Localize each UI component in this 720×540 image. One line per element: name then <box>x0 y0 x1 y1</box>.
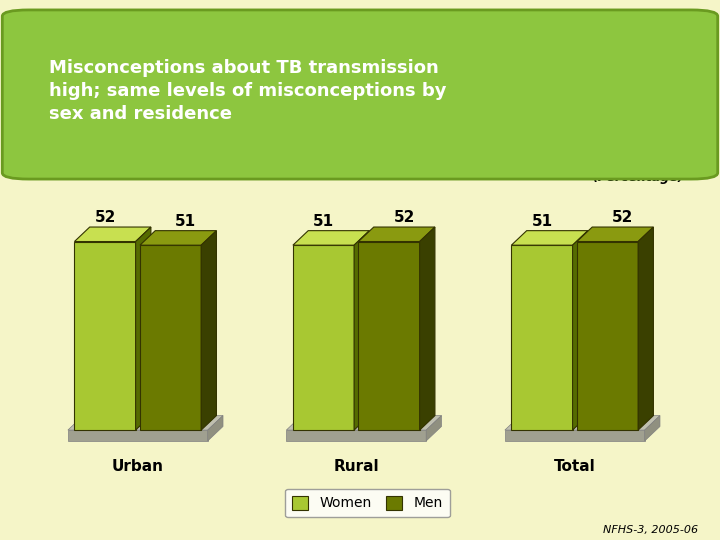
Polygon shape <box>420 227 435 430</box>
Text: Misconceptions about TB transmission
high; same levels of misconceptions by
sex : Misconceptions about TB transmission hig… <box>49 59 446 123</box>
Polygon shape <box>577 241 638 430</box>
FancyBboxPatch shape <box>2 10 718 179</box>
Polygon shape <box>577 227 654 241</box>
Legend: Women, Men: Women, Men <box>285 489 449 517</box>
Polygon shape <box>505 416 660 430</box>
Text: (Percentage): (Percentage) <box>593 171 684 184</box>
Text: 52: 52 <box>612 210 634 225</box>
Polygon shape <box>511 245 572 430</box>
Polygon shape <box>135 227 151 430</box>
Polygon shape <box>572 231 588 430</box>
Polygon shape <box>74 241 135 430</box>
Polygon shape <box>354 231 369 430</box>
Text: 51: 51 <box>531 214 552 229</box>
Polygon shape <box>511 231 588 245</box>
Text: 51: 51 <box>175 214 197 229</box>
Polygon shape <box>140 245 201 430</box>
Polygon shape <box>359 227 435 241</box>
Polygon shape <box>207 416 223 441</box>
Polygon shape <box>426 416 441 441</box>
Polygon shape <box>359 241 420 430</box>
Text: 52: 52 <box>394 210 415 225</box>
Polygon shape <box>505 430 644 441</box>
Polygon shape <box>287 416 441 430</box>
Polygon shape <box>140 231 217 245</box>
Polygon shape <box>293 231 369 245</box>
Polygon shape <box>74 227 151 241</box>
Text: 51: 51 <box>313 214 334 229</box>
Text: NFHS-3, 2005-06: NFHS-3, 2005-06 <box>603 524 698 535</box>
Polygon shape <box>287 430 426 441</box>
Polygon shape <box>201 231 217 430</box>
Polygon shape <box>68 430 207 441</box>
Polygon shape <box>293 245 354 430</box>
Text: 52: 52 <box>94 210 116 225</box>
Polygon shape <box>68 416 223 430</box>
Polygon shape <box>638 227 654 430</box>
Polygon shape <box>644 416 660 441</box>
